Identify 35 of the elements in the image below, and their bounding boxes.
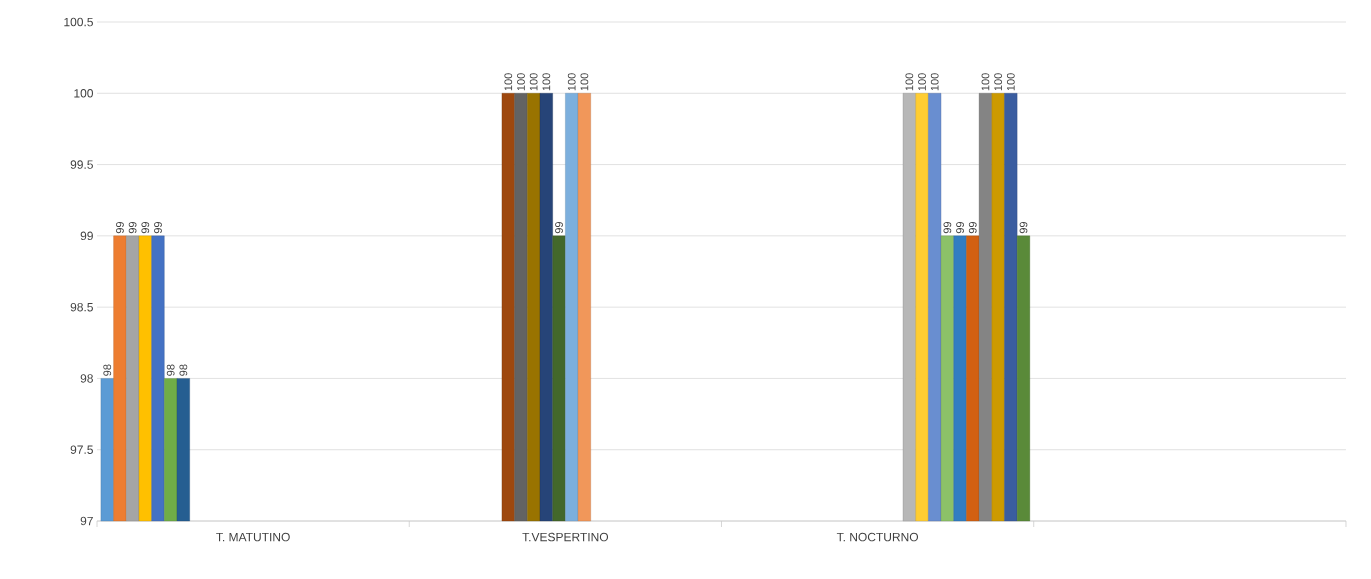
data-label: 99: [956, 221, 964, 234]
data-label: 99: [141, 221, 150, 234]
x-tick-label: T.VESPERTINO: [522, 532, 609, 542]
data-label: 98: [179, 364, 188, 376]
data-label: 100: [994, 73, 1003, 91]
data-label: 99: [128, 221, 137, 234]
y-tick-label: 97.5: [70, 445, 93, 454]
data-label: 99: [154, 221, 162, 234]
data-label: 100: [542, 73, 551, 91]
y-tick-label: 98: [80, 374, 93, 383]
data-label: 100: [567, 73, 576, 91]
y-tick-label: 100: [74, 89, 93, 98]
x-tick-label: T. NOCTURNO: [836, 532, 919, 542]
data-label: 99: [968, 221, 977, 234]
data-label: 100: [529, 73, 538, 91]
data-label: 99: [555, 221, 563, 234]
y-tick-label: 98.5: [70, 302, 93, 312]
y-tick-label: 97: [80, 516, 93, 526]
y-tick-label: 100.5: [64, 17, 93, 27]
data-label: 98: [103, 364, 112, 376]
x-tick-label: T. MATUTINO: [216, 532, 290, 542]
data-label: 100: [981, 73, 990, 91]
data-label: 100: [504, 73, 513, 91]
data-label: 100: [1006, 73, 1015, 91]
y-tick-label: 99.5: [70, 160, 93, 169]
data-label: 98: [166, 364, 175, 376]
data-label: 99: [1019, 221, 1028, 234]
data-label: 99: [116, 221, 124, 234]
data-label: 99: [943, 221, 952, 234]
y-tick-label: 99: [80, 231, 93, 241]
data-label: 100: [905, 73, 914, 91]
data-label: 100: [918, 73, 926, 91]
data-label: 100: [517, 73, 525, 91]
data-label: 100: [580, 73, 589, 91]
data-label: 100: [930, 73, 939, 91]
